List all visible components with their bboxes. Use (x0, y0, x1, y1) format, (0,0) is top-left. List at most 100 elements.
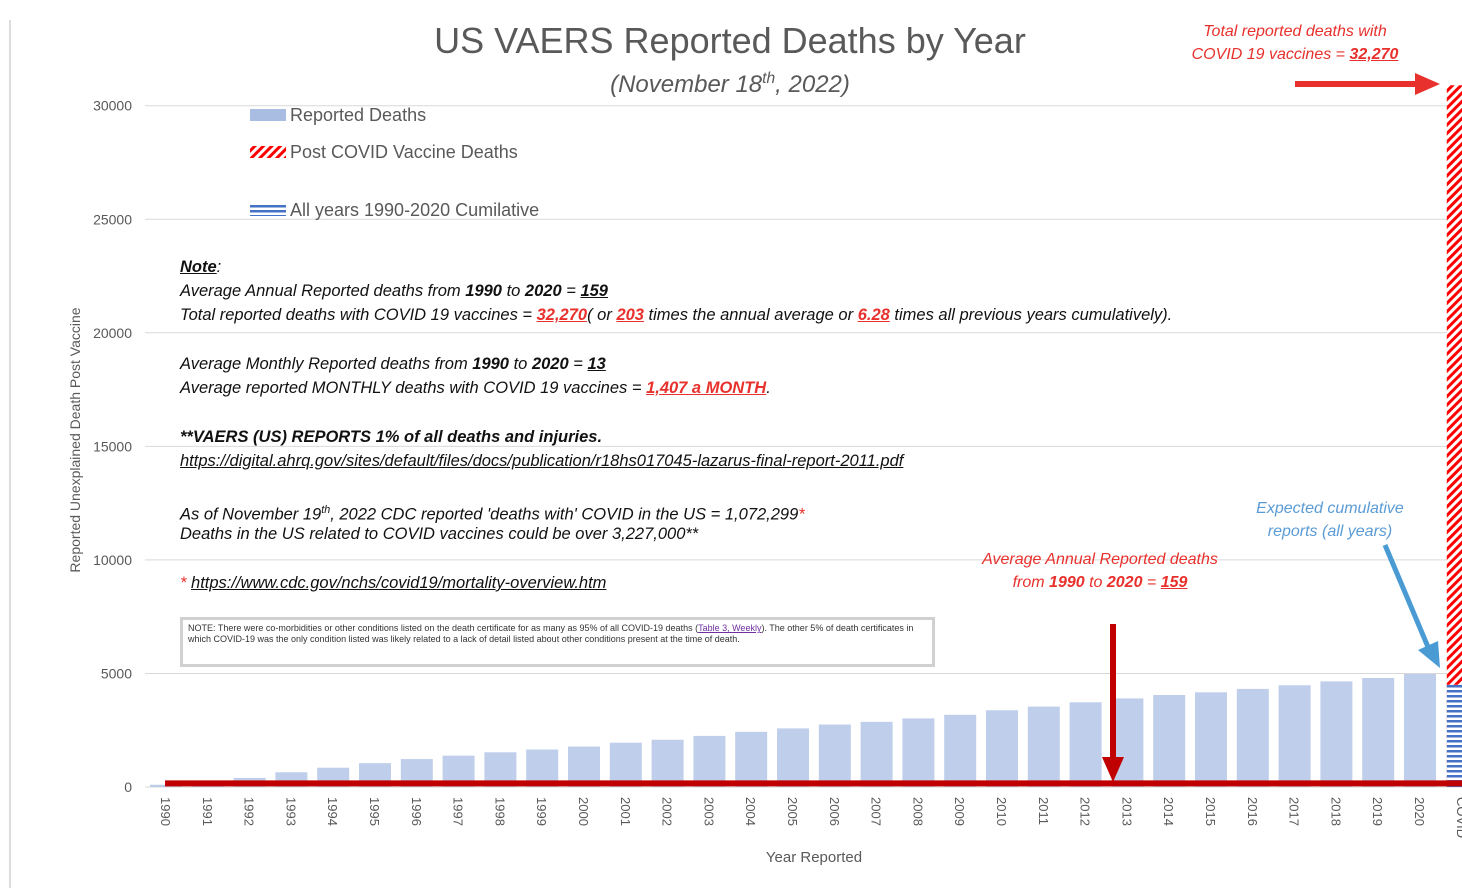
annotation-line: Average Annual Reported deaths (960, 548, 1240, 571)
x-tick-label: 2014 (1161, 797, 1176, 826)
x-tick-label: 2015 (1203, 797, 1218, 826)
text-segment: **VAERS (US) REPORTS 1% of all deaths an… (180, 428, 602, 446)
text-segment: COVID 19 vaccines = (1192, 46, 1350, 63)
text-segment: th (321, 504, 330, 516)
y-tick-label: 15000 (93, 438, 132, 454)
legend-label: Reported Deaths (290, 105, 426, 125)
text-segment: https://www.cdc.gov/nchs/covid19/mortali… (191, 574, 606, 592)
text-segment: https://digital.ahrq.gov/sites/default/f… (180, 452, 903, 470)
x-tick-label: 2008 (910, 797, 925, 826)
text-segment: 32,270 (1349, 46, 1398, 63)
y-tick-label: 0 (124, 779, 132, 795)
text-segment: , 2022 CDC reported 'deaths with' COVID … (330, 506, 798, 524)
annotation-line: from 1990 to 2020 = 159 (960, 571, 1240, 594)
x-tick-label: 2013 (1119, 797, 1134, 826)
arrow (1295, 73, 1440, 95)
x-tick-label: 1992 (242, 797, 257, 826)
annotation-line: Total reported deaths with (1165, 20, 1425, 43)
x-tick-label: 1993 (283, 797, 298, 826)
chart-subtitle: (November 18th, 2022) (330, 70, 1130, 99)
text-segment: = (569, 355, 588, 373)
text-segment: : (217, 258, 222, 276)
bar (819, 725, 851, 787)
bar (1237, 689, 1269, 787)
text-segment: As of November 19 (180, 506, 321, 524)
bar (1447, 685, 1462, 787)
y-axis-title: Reported Unexplained Death Post Vaccine (67, 307, 83, 572)
x-tick-label: 2012 (1078, 797, 1093, 826)
text-segment: times the annual average or (644, 306, 858, 324)
bar (1195, 692, 1227, 787)
text-segment: , 2022) (775, 71, 850, 98)
x-tick-label: 2007 (869, 797, 884, 826)
x-tick-label: 2018 (1328, 797, 1343, 826)
text-segment: 1,407 a MONTH (646, 379, 766, 397)
x-tick-label: 2017 (1287, 797, 1302, 826)
bar (861, 722, 893, 787)
annotation-line: Expected cumulative (1230, 497, 1430, 520)
bar (1447, 85, 1462, 787)
x-tick-label: 2005 (785, 797, 800, 826)
text-segment: Total reported deaths with (1203, 23, 1387, 40)
text-segment: times all previous years cumulatively). (890, 306, 1172, 324)
text-segment: = (562, 282, 581, 300)
text-segment: 2020 (532, 355, 569, 373)
text-segment: 159 (1161, 574, 1188, 591)
bar (902, 718, 934, 787)
notes: Note:Average Annual Reported deaths from… (180, 255, 1172, 595)
x-tick-label: 1997 (451, 797, 466, 826)
text-segment: Expected cumulative (1256, 500, 1404, 517)
x-tick-label: 1991 (200, 797, 215, 826)
note-line: **VAERS (US) REPORTS 1% of all deaths an… (180, 425, 1172, 449)
note-line: Deaths in the US related to COVID vaccin… (180, 522, 1172, 546)
text-segment: to (1085, 574, 1107, 591)
text-segment: * (798, 506, 804, 524)
x-tick-label: 2011 (1036, 797, 1051, 825)
x-axis-title: Year Reported (766, 849, 862, 866)
legend-label: All years 1990-2020 Cumilative (290, 200, 539, 220)
arrow (1385, 545, 1440, 668)
bar (944, 715, 976, 787)
bar (1028, 707, 1060, 787)
y-tick-label: 20000 (93, 325, 132, 341)
page: Reported DeathsPost COVID Vaccine Deaths… (0, 0, 1462, 888)
x-tick-label: 2003 (701, 797, 716, 826)
bar (1404, 674, 1436, 787)
bar (1070, 702, 1102, 787)
annotation: Average Annual Reported deathsfrom 1990 … (960, 548, 1240, 594)
note-line: Average Monthly Reported deaths from 199… (180, 352, 1172, 376)
text-segment: 6.28 (858, 306, 890, 324)
note-line: Average Annual Reported deaths from 1990… (180, 279, 1172, 303)
text-segment: to (502, 282, 525, 300)
note-line: Total reported deaths with COVID 19 vacc… (180, 303, 1172, 327)
bar (693, 736, 725, 787)
y-tick-label: 30000 (93, 98, 132, 114)
legend-swatch (250, 109, 286, 121)
text-segment: 203 (616, 306, 644, 324)
x-tick-label: 2004 (743, 797, 758, 826)
text-segment: Deaths in the US related to COVID vaccin… (180, 525, 698, 543)
x-tick-label: 1999 (534, 797, 549, 826)
text-segment: NOTE: There were co-morbidities or other… (188, 623, 698, 633)
note-line: As of November 19th, 2022 CDC reported '… (180, 498, 1172, 522)
text-segment: th (762, 70, 775, 87)
x-tick-label: 2009 (952, 797, 967, 826)
text-segment: 1990 (465, 282, 502, 300)
x-tick-label: 2002 (660, 797, 675, 826)
note-box: NOTE: There were co-morbidities or other… (180, 617, 935, 667)
bar (1362, 678, 1394, 787)
note-line: Note: (180, 255, 1172, 279)
bar (1153, 695, 1185, 787)
annotation-line: reports (all years) (1230, 520, 1430, 543)
note-line: Average reported MONTHLY deaths with COV… (180, 376, 1172, 400)
x-tick-label: 1994 (325, 797, 340, 826)
text-segment: 2020 (525, 282, 562, 300)
text-segment: 1990 (1049, 574, 1085, 591)
text-segment: Average Annual Reported deaths from (180, 282, 465, 300)
chart-title: US VAERS Reported Deaths by Year (330, 20, 1130, 62)
text-segment: Table 3, Weekly (698, 623, 761, 633)
x-tick-label: 2000 (576, 797, 591, 826)
text-segment: ( or (587, 306, 616, 324)
legend-swatch (250, 146, 286, 158)
bar (1279, 685, 1311, 787)
